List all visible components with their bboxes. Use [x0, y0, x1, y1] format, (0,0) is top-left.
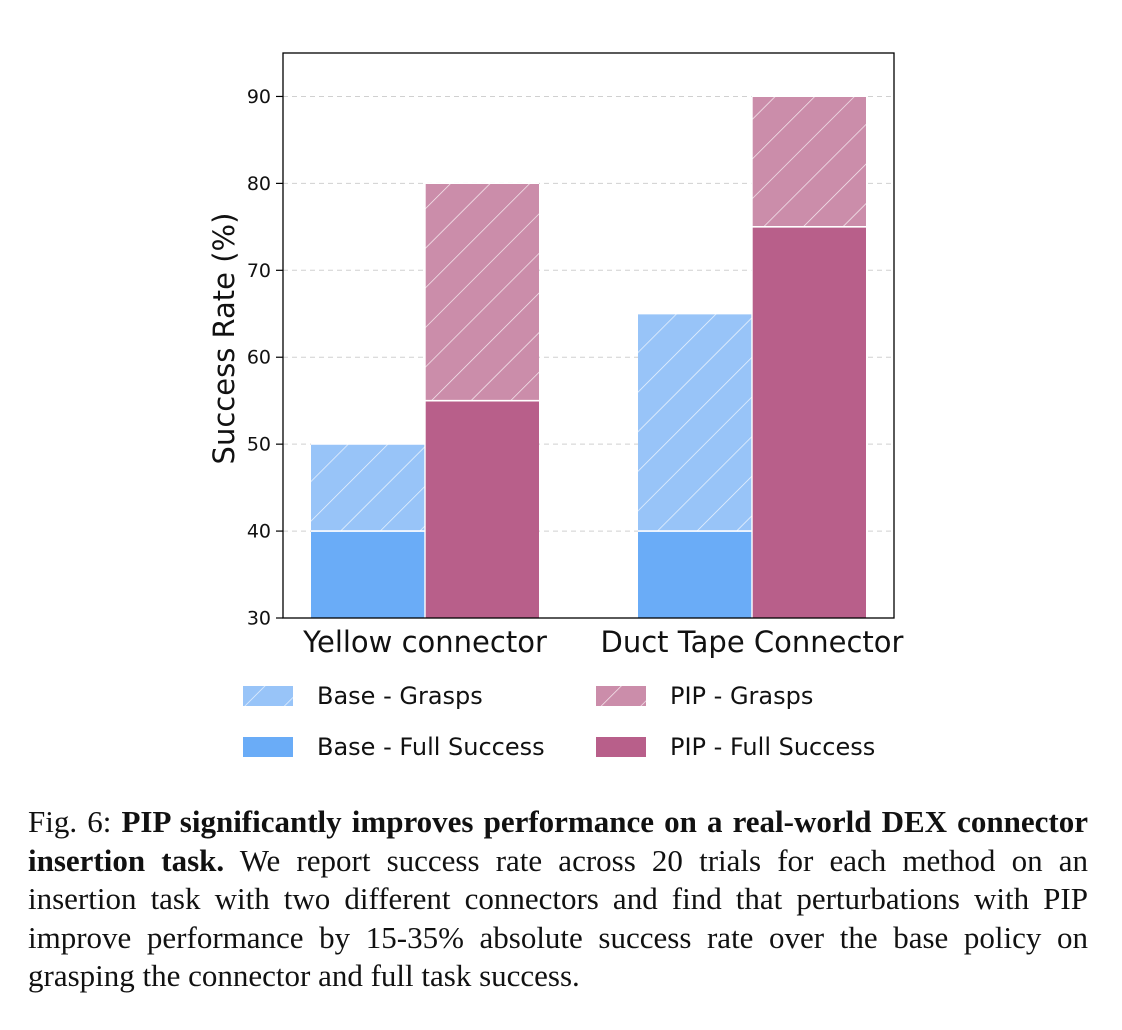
y-tick-label: 50	[247, 434, 271, 456]
y-axis-label: Success Rate (%)	[207, 213, 241, 465]
legend-swatch-hatch	[243, 686, 293, 706]
bar-hatch	[752, 96, 866, 227]
legend-label: PIP - Grasps	[670, 682, 813, 710]
bar-hatch	[311, 444, 425, 532]
y-tick-label: 60	[247, 347, 271, 369]
y-tick-label: 80	[247, 173, 271, 195]
plot-frame	[282, 52, 895, 619]
figure-chart: 30 40 50 60 70 80 90 Yellow connector Duct Tape…	[207, 52, 904, 761]
bar-pip-full-success	[425, 400, 539, 618]
y-tick-label: 70	[247, 260, 271, 282]
legend-swatch	[596, 737, 646, 757]
legend-swatch	[243, 737, 293, 757]
legend-label: Base - Full Success	[317, 733, 545, 761]
caption-bold: PIP significantly improves performance o…	[28, 804, 1088, 878]
bar-base-full-success	[311, 531, 425, 618]
bar-pip-full-success	[752, 226, 866, 618]
y-tick-label: 40	[247, 521, 271, 543]
legend: Base - Grasps PIP - Grasps Base - Full Suc…	[243, 682, 875, 761]
y-tick-label: 30	[247, 608, 271, 630]
x-axis: Yellow connector Duct Tape Connector	[302, 625, 903, 659]
bar-base-full-success	[638, 531, 752, 618]
bar-hatch	[638, 313, 752, 532]
caption-label: Fig. 6:	[28, 804, 112, 839]
legend-swatch-hatch	[596, 686, 646, 706]
bar-hatch	[425, 183, 539, 401]
caption-text: We report success rate across 20 trials …	[28, 842, 1088, 994]
bars	[311, 95, 866, 618]
legend-label: PIP - Full Success	[670, 733, 875, 761]
x-tick-label: Yellow connector	[302, 625, 547, 659]
y-axis: 30 40 50 60 70 80 90	[247, 86, 283, 630]
y-tick-label: 90	[247, 86, 271, 108]
x-tick-label: Duct Tape Connector	[601, 625, 904, 659]
figure-caption: Fig. 6: PIP significantly improves perfo…	[28, 803, 1088, 996]
legend-label: Base - Grasps	[317, 682, 483, 710]
